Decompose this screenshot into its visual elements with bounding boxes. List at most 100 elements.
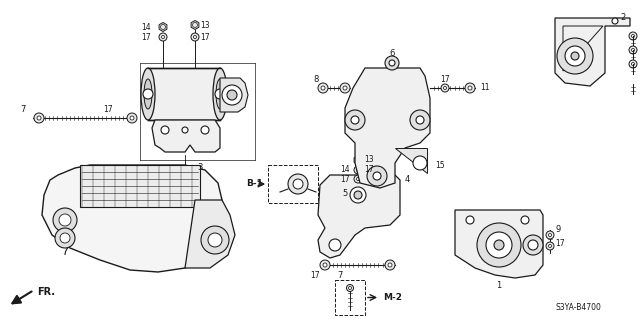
Circle shape bbox=[161, 35, 164, 39]
Text: 7: 7 bbox=[337, 271, 342, 279]
Circle shape bbox=[193, 35, 196, 39]
Text: 17: 17 bbox=[440, 75, 450, 84]
Text: 13: 13 bbox=[200, 20, 210, 29]
Circle shape bbox=[346, 285, 353, 292]
Text: S3YA-B4700: S3YA-B4700 bbox=[555, 303, 601, 313]
Circle shape bbox=[410, 110, 430, 130]
Text: 17: 17 bbox=[555, 239, 564, 248]
Circle shape bbox=[340, 83, 350, 93]
Text: 9: 9 bbox=[555, 226, 560, 234]
Polygon shape bbox=[455, 210, 543, 278]
Circle shape bbox=[208, 233, 222, 247]
Circle shape bbox=[34, 113, 44, 123]
Circle shape bbox=[486, 232, 512, 258]
Circle shape bbox=[612, 18, 618, 24]
Circle shape bbox=[413, 156, 427, 170]
Ellipse shape bbox=[213, 68, 227, 120]
Circle shape bbox=[389, 60, 395, 66]
Circle shape bbox=[373, 172, 381, 180]
Polygon shape bbox=[191, 20, 199, 29]
Ellipse shape bbox=[216, 79, 224, 109]
Circle shape bbox=[632, 34, 634, 38]
Circle shape bbox=[465, 83, 475, 93]
Text: 11: 11 bbox=[480, 84, 490, 93]
Bar bbox=[268, 165, 318, 203]
Circle shape bbox=[546, 231, 554, 239]
Text: FR.: FR. bbox=[37, 287, 55, 297]
Polygon shape bbox=[555, 18, 630, 86]
Circle shape bbox=[385, 260, 395, 270]
Text: 17: 17 bbox=[310, 271, 320, 279]
Text: 6: 6 bbox=[389, 48, 395, 57]
Circle shape bbox=[441, 84, 449, 92]
Circle shape bbox=[354, 175, 362, 183]
Circle shape bbox=[468, 86, 472, 90]
Circle shape bbox=[416, 116, 424, 124]
Circle shape bbox=[351, 116, 359, 124]
Circle shape bbox=[546, 242, 554, 250]
Circle shape bbox=[329, 239, 341, 251]
Bar bbox=[80, 165, 200, 207]
Circle shape bbox=[201, 126, 209, 134]
Circle shape bbox=[356, 168, 360, 172]
Circle shape bbox=[444, 86, 447, 90]
Text: 3: 3 bbox=[197, 164, 202, 173]
Text: 8: 8 bbox=[314, 76, 319, 85]
Circle shape bbox=[215, 89, 225, 99]
Circle shape bbox=[629, 60, 637, 68]
Circle shape bbox=[191, 33, 199, 41]
Circle shape bbox=[127, 113, 137, 123]
Polygon shape bbox=[159, 23, 167, 32]
Circle shape bbox=[143, 89, 153, 99]
Circle shape bbox=[161, 126, 169, 134]
Text: 17: 17 bbox=[103, 106, 113, 115]
Text: 13: 13 bbox=[364, 155, 374, 165]
Circle shape bbox=[37, 116, 41, 120]
Circle shape bbox=[528, 240, 538, 250]
Circle shape bbox=[321, 86, 325, 90]
Text: 17: 17 bbox=[141, 33, 151, 41]
Polygon shape bbox=[354, 155, 362, 165]
Circle shape bbox=[55, 228, 75, 248]
Circle shape bbox=[494, 240, 504, 250]
Circle shape bbox=[629, 32, 637, 40]
Circle shape bbox=[343, 86, 347, 90]
Polygon shape bbox=[318, 175, 400, 258]
Text: 17: 17 bbox=[364, 166, 374, 174]
Polygon shape bbox=[42, 165, 222, 272]
Circle shape bbox=[323, 263, 327, 267]
Circle shape bbox=[201, 226, 229, 254]
Circle shape bbox=[477, 223, 521, 267]
Circle shape bbox=[356, 177, 360, 181]
Text: 14: 14 bbox=[340, 166, 350, 174]
Circle shape bbox=[320, 260, 330, 270]
Polygon shape bbox=[395, 148, 427, 173]
Circle shape bbox=[59, 214, 71, 226]
Circle shape bbox=[349, 286, 351, 290]
Polygon shape bbox=[185, 200, 235, 268]
Circle shape bbox=[548, 234, 552, 236]
Circle shape bbox=[350, 187, 366, 203]
Circle shape bbox=[629, 46, 637, 54]
Circle shape bbox=[388, 263, 392, 267]
Circle shape bbox=[182, 127, 188, 133]
Bar bbox=[335, 280, 365, 315]
Ellipse shape bbox=[141, 68, 155, 120]
Circle shape bbox=[345, 110, 365, 130]
Circle shape bbox=[354, 191, 362, 199]
Text: 2: 2 bbox=[620, 13, 625, 23]
Circle shape bbox=[571, 52, 579, 60]
Circle shape bbox=[632, 63, 634, 65]
Circle shape bbox=[523, 235, 543, 255]
Circle shape bbox=[632, 48, 634, 51]
Circle shape bbox=[318, 83, 328, 93]
Polygon shape bbox=[220, 78, 248, 112]
Circle shape bbox=[385, 56, 399, 70]
Text: 7: 7 bbox=[20, 106, 26, 115]
Circle shape bbox=[222, 85, 242, 105]
Polygon shape bbox=[152, 120, 220, 152]
Circle shape bbox=[130, 116, 134, 120]
Ellipse shape bbox=[144, 79, 152, 109]
Circle shape bbox=[60, 233, 70, 243]
Text: M-2: M-2 bbox=[383, 293, 402, 302]
